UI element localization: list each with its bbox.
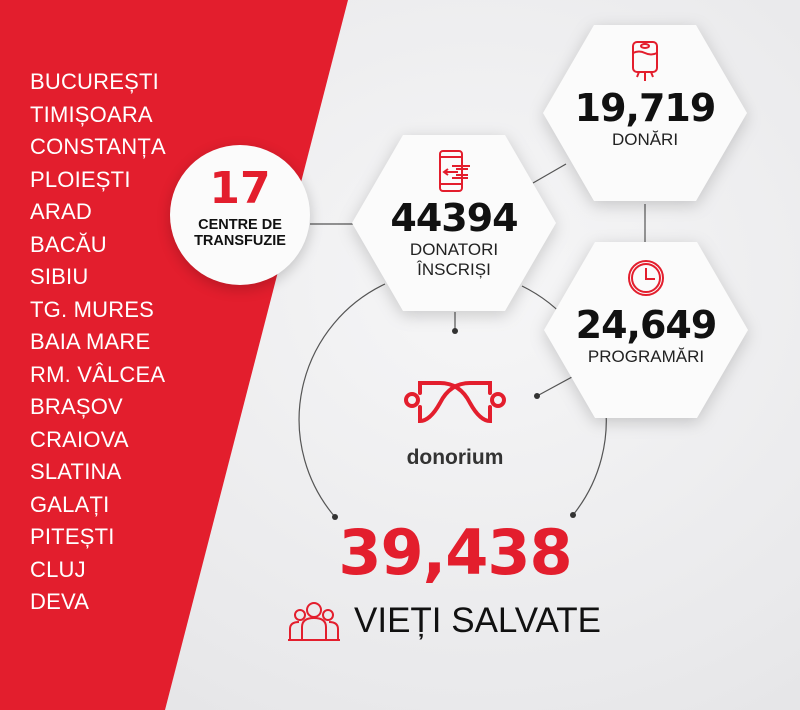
people-icon bbox=[288, 602, 340, 641]
city: BRAȘOV bbox=[30, 394, 123, 419]
donorium-logo bbox=[404, 381, 506, 424]
centers-count: 17 bbox=[209, 163, 271, 214]
city: BUCUREȘTI bbox=[30, 69, 159, 94]
city: BAIA MARE bbox=[30, 329, 151, 354]
city: TG. MURES bbox=[30, 296, 155, 322]
blood-bag-icon bbox=[632, 41, 658, 81]
city: CONSTANȚA bbox=[30, 134, 166, 159]
lives-saved-label-row: VIEȚI SALVATE bbox=[288, 598, 601, 644]
brand-name: donorium bbox=[406, 446, 504, 469]
centers-badge: 17 CENTRE DE TRANSFUZIE bbox=[170, 145, 310, 285]
lives-saved-label: VIEȚI SALVATE bbox=[354, 601, 602, 640]
donations-label: DONĂRI bbox=[611, 130, 679, 149]
appointments-value: 24,649 bbox=[575, 303, 718, 347]
donors-label: DONATORI ÎNSCRIȘI bbox=[409, 240, 499, 279]
city: SIBIU bbox=[30, 264, 89, 289]
phone-transfer-icon bbox=[439, 150, 470, 192]
donations-value: 19,719 bbox=[574, 86, 717, 130]
city: BACĂU bbox=[30, 231, 107, 257]
city: GALAȚI bbox=[30, 491, 110, 517]
city: PLOIEȘTI bbox=[30, 166, 131, 192]
city: PITEȘTI bbox=[30, 524, 115, 549]
lives-saved-value: 39,438 bbox=[338, 516, 572, 589]
city: SLATINA bbox=[30, 459, 122, 484]
donors-value: 44394 bbox=[390, 196, 518, 240]
city: CRAIOVA bbox=[30, 426, 129, 452]
city: ARAD bbox=[30, 199, 92, 224]
city: RM. VÂLCEA bbox=[30, 361, 166, 387]
clock-icon bbox=[628, 260, 664, 296]
city: TIMIȘOARA bbox=[30, 101, 153, 127]
city-list: BUCUREȘTI TIMIȘOARA CONSTANȚA PLOIEȘTI A… bbox=[30, 66, 166, 619]
city: DEVA bbox=[30, 589, 90, 614]
centers-label: CENTRE DE TRANSFUZIE bbox=[194, 217, 286, 249]
appointments-label: PROGRAMĂRI bbox=[587, 347, 705, 366]
city: CLUJ bbox=[30, 556, 86, 582]
